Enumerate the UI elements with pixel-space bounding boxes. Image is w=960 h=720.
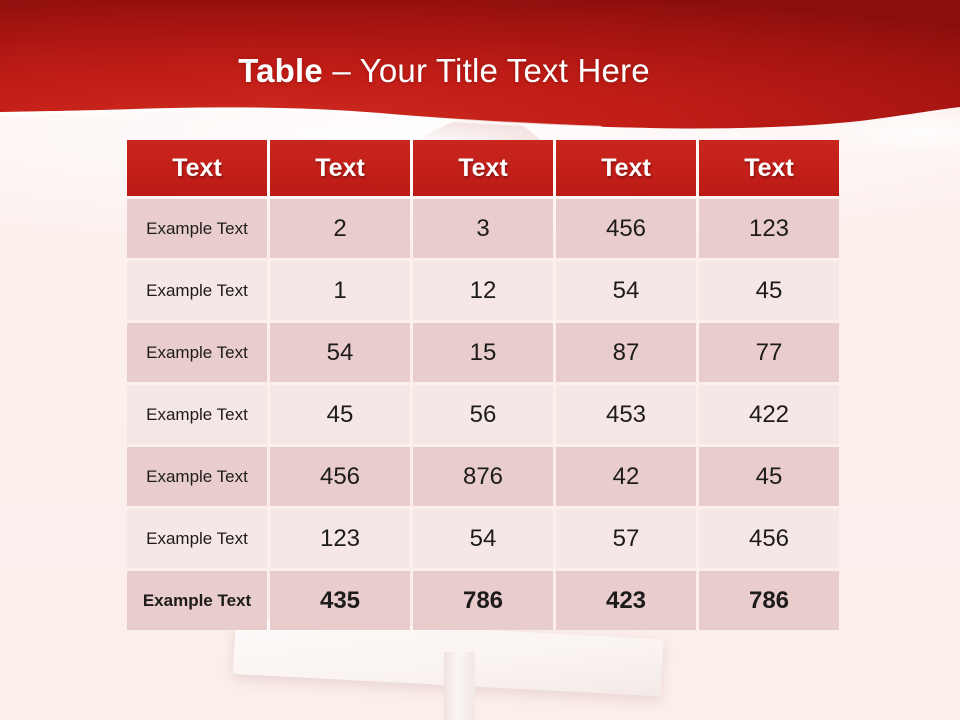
table-row-label-cell: Example Text (127, 261, 267, 320)
table-value-cell: 54 (556, 261, 696, 320)
table-value-cell: 77 (699, 323, 839, 382)
table-value-cell: 54 (413, 509, 553, 568)
header-wave-band (0, 0, 960, 130)
table-value-cell: 456 (556, 199, 696, 258)
table-header-cell: Text (413, 140, 553, 196)
table-value-cell: 123 (699, 199, 839, 258)
table-row-label-cell: Example Text (127, 447, 267, 506)
table-header-cell: Text (699, 140, 839, 196)
table-value-cell: 453 (556, 385, 696, 444)
table-value-cell: 15 (413, 323, 553, 382)
table-header-cell: Text (127, 140, 267, 196)
table-value-cell: 456 (699, 509, 839, 568)
table-row-label-cell: Example Text (127, 385, 267, 444)
table-header-row-inner: Text Text Text Text Text (127, 140, 839, 196)
table-value-cell: 1 (270, 261, 410, 320)
table-value-cell: 876 (413, 447, 553, 506)
table-value-cell: 422 (699, 385, 839, 444)
table-value-cell: 435 (270, 571, 410, 630)
table-value-cell: 45 (270, 385, 410, 444)
table-header-cell: Text (270, 140, 410, 196)
table-value-cell: 123 (270, 509, 410, 568)
table-row: Example Text 1 12 54 45 (127, 261, 839, 320)
table-value-cell: 786 (699, 571, 839, 630)
table-row-label-cell: Example Text (127, 571, 267, 630)
slide-title-separator: – (332, 52, 351, 89)
table-value-cell: 12 (413, 261, 553, 320)
table-value-cell: 423 (556, 571, 696, 630)
table-value-cell: 45 (699, 447, 839, 506)
table-row: Example Text 435 786 423 786 (127, 571, 839, 630)
table-row: Example Text 54 15 87 77 (127, 323, 839, 382)
table-header-cell: Text (556, 140, 696, 196)
signpost-pole-decoration (444, 652, 475, 720)
slide-title-text: Your Title Text Here (359, 52, 650, 89)
table-value-cell: 57 (556, 509, 696, 568)
table-value-cell: 56 (413, 385, 553, 444)
table-value-cell: 42 (556, 447, 696, 506)
table-body: Example Text 2 3 456 123 Example Text 1 12 54 45 E… (127, 199, 839, 630)
table-header-row: Text Text Text Text Text (127, 140, 839, 196)
table-value-cell: 3 (413, 199, 553, 258)
table-row-label-cell: Example Text (127, 199, 267, 258)
slide-title-keyword: Table (238, 52, 323, 89)
slide-title: Table – Your Title Text Here (0, 52, 960, 90)
slide-table: Text Text Text Text Text Example Text 2 3 456 12… (124, 137, 842, 633)
table-value-cell: 2 (270, 199, 410, 258)
table-row: Example Text 45 56 453 422 (127, 385, 839, 444)
table-row: Example Text 2 3 456 123 (127, 199, 839, 258)
table-value-cell: 54 (270, 323, 410, 382)
table-value-cell: 786 (413, 571, 553, 630)
table-row-label-cell: Example Text (127, 323, 267, 382)
table-value-cell: 87 (556, 323, 696, 382)
table-row: Example Text 456 876 42 45 (127, 447, 839, 506)
table-value-cell: 45 (699, 261, 839, 320)
table-value-cell: 456 (270, 447, 410, 506)
table-row-label-cell: Example Text (127, 509, 267, 568)
table-row: Example Text 123 54 57 456 (127, 509, 839, 568)
